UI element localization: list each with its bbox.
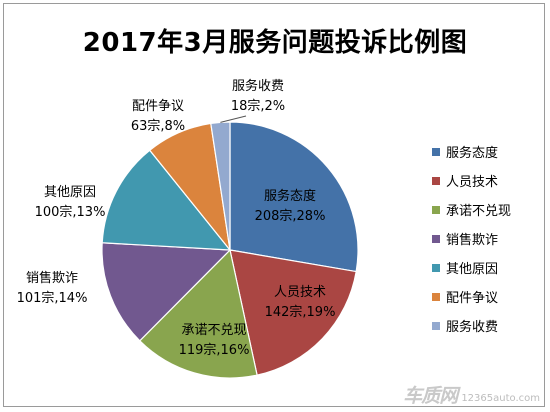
legend-swatch — [432, 177, 440, 185]
legend-swatch — [432, 264, 440, 272]
watermark: 车质网 12365auto.com — [403, 384, 540, 406]
pie-slice — [229, 249, 357, 376]
chart-title: 2017年3月服务问题投诉比例图 — [82, 28, 468, 58]
leader-line — [220, 115, 247, 123]
legend-swatch — [432, 148, 440, 156]
data-label-name: 承诺不兑现 — [181, 323, 246, 338]
data-label-value: 101宗,14% — [17, 290, 88, 306]
legend-label: 承诺不兑现 — [446, 204, 511, 219]
legend-label: 服务收费 — [446, 319, 498, 335]
pie-slice — [138, 248, 258, 379]
legend-label: 人员技术 — [446, 175, 498, 190]
legend-label: 服务态度 — [446, 145, 498, 161]
watermark-brand: 车质网 — [403, 385, 458, 407]
data-label-name: 服务态度 — [264, 188, 316, 204]
pie-slice — [101, 242, 232, 342]
pie-slice — [101, 149, 232, 251]
legend-label: 销售欺诈 — [446, 232, 498, 248]
data-label-value: 208宗,28% — [255, 208, 326, 224]
data-label-name: 其他原因 — [44, 185, 96, 200]
data-label-value: 100宗,13% — [35, 204, 106, 220]
data-label-name: 人员技术 — [274, 285, 326, 300]
legend-swatch — [432, 235, 440, 243]
pie-slice — [229, 121, 359, 273]
data-label-name: 配件争议 — [132, 99, 184, 114]
data-label-value: 119宗,16% — [179, 342, 250, 358]
data-label-value: 18宗,2% — [231, 98, 285, 114]
data-label-name: 销售欺诈 — [26, 270, 78, 286]
legend-swatch — [432, 206, 440, 214]
legend-label: 其他原因 — [446, 262, 498, 277]
legend-swatch — [432, 322, 440, 330]
legend-label: 配件争议 — [446, 291, 498, 306]
data-label-name: 服务收费 — [232, 78, 284, 94]
pie-slice — [210, 121, 231, 251]
data-label-value: 142宗,19% — [265, 304, 336, 320]
watermark-url: 12365auto.com — [461, 393, 540, 404]
legend-swatch — [432, 293, 440, 301]
data-label-value: 63宗,8% — [131, 118, 185, 134]
